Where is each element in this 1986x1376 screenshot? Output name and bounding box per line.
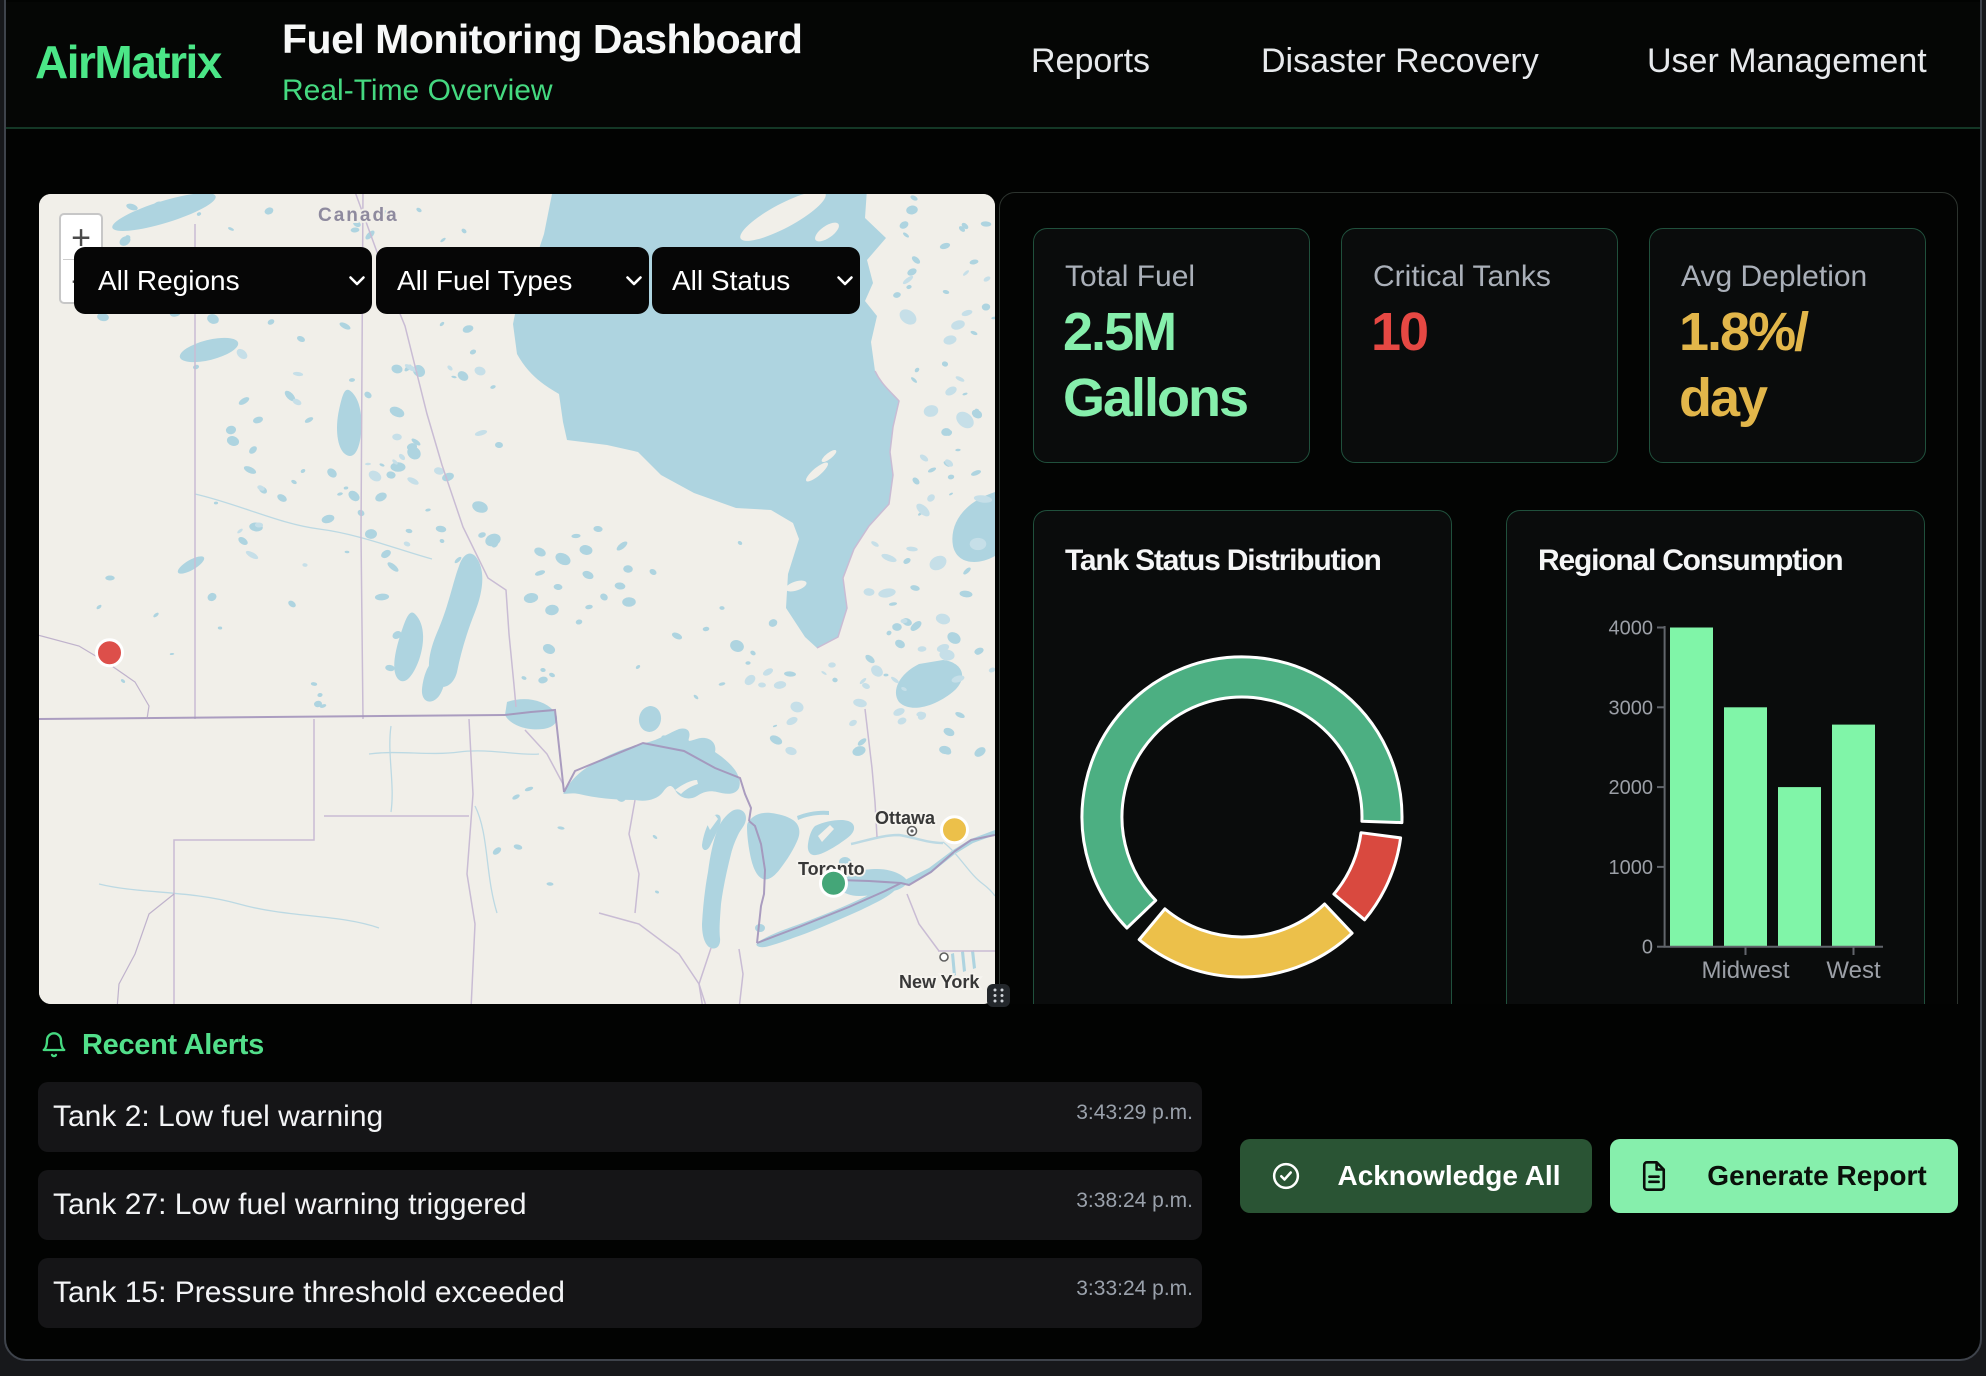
svg-text:Midwest: Midwest [1701, 957, 1789, 984]
svg-text:West: West [1826, 957, 1881, 984]
svg-text:0: 0 [1642, 937, 1653, 959]
svg-text:4000: 4000 [1609, 618, 1654, 640]
svg-text:Ottawa: Ottawa [875, 808, 936, 828]
svg-text:3000: 3000 [1609, 697, 1654, 719]
svg-text:Canada: Canada [318, 205, 399, 226]
svg-text:2000: 2000 [1609, 777, 1654, 799]
svg-text:1000: 1000 [1609, 857, 1654, 879]
svg-text:New York: New York [899, 972, 980, 992]
